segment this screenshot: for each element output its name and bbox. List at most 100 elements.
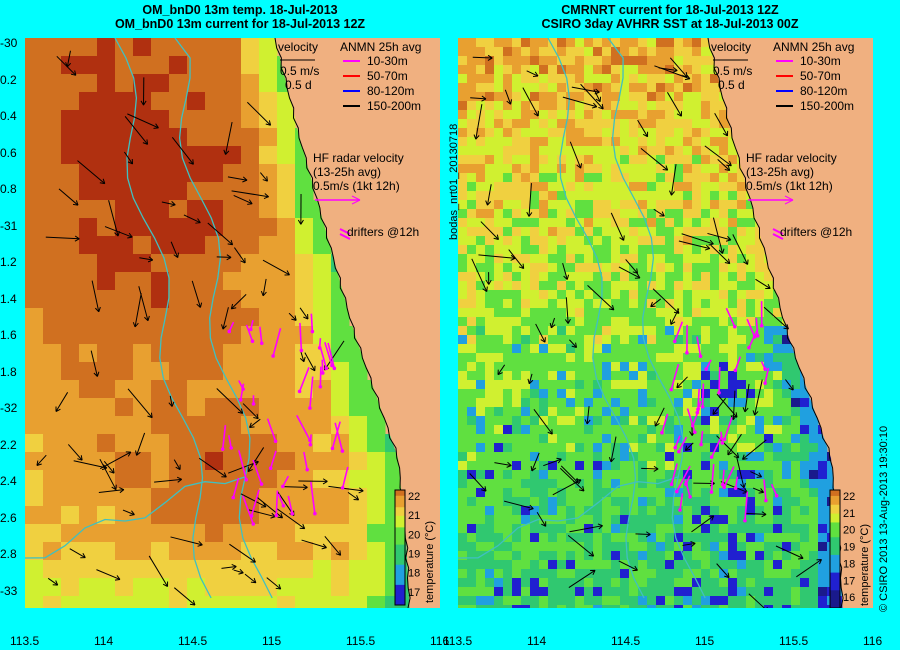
current-arrow [763, 306, 789, 330]
arrow-head [594, 88, 600, 95]
current-arrow [716, 563, 730, 578]
arrow-head [253, 413, 259, 420]
hf-scale-head [784, 195, 794, 205]
right-map-canvas: velocity 0.5 m/s0.5 d ANMN 25h avg10-30m50… [458, 38, 873, 608]
hf-arrow-head [674, 489, 679, 494]
current-arrow [486, 184, 492, 206]
arrow-head [485, 200, 492, 206]
hf-arrow-head [271, 354, 275, 358]
arrow-head [188, 159, 194, 165]
hf-arrow [723, 466, 735, 488]
arrow-head [756, 472, 763, 478]
arrow-head [518, 263, 525, 270]
current-arrow [328, 485, 364, 492]
hf-arrow [269, 450, 277, 469]
arrow-head [473, 134, 480, 140]
arrow-head [238, 568, 244, 575]
current-arrow [691, 515, 715, 533]
depth-band-label: 50-70m [367, 69, 408, 83]
arrow-head [262, 176, 268, 182]
arrow-head [642, 131, 649, 138]
arrow-head [816, 559, 822, 565]
current-arrow [262, 259, 290, 276]
current-arrow [230, 293, 247, 310]
colorbar-frame [394, 489, 406, 606]
hf-arrow [299, 322, 303, 351]
hf-arrow-head [273, 439, 278, 444]
arrow-head [575, 479, 582, 485]
hf-arrow-head [709, 490, 714, 494]
scale-d: 0.5 d [718, 78, 745, 92]
arrow-head [634, 273, 641, 279]
arrow-head [265, 120, 272, 126]
current-arrow [231, 190, 269, 198]
y-tick-label: 2.2 [0, 437, 17, 452]
arrow-head [142, 139, 149, 145]
current-arrow [650, 298, 662, 308]
hf-arrow [725, 307, 736, 328]
current-arrow [775, 545, 804, 559]
right-x-tick-label: 113.5 [443, 634, 473, 648]
arrow-head [752, 410, 759, 416]
arrow-head [197, 540, 203, 547]
hf-arrow-head [720, 441, 725, 445]
arrow-head [253, 460, 259, 466]
hf-arrow-head [747, 345, 751, 350]
arrow-head [798, 553, 804, 560]
current-arrow [282, 486, 308, 488]
arrow-head [672, 66, 678, 73]
current-arrow [225, 121, 233, 155]
arrow-head [650, 301, 656, 308]
left-map-panel[interactable]: velocity 0.5 m/s 0.5 d ANMN 25h avg 10-30m 50… [25, 38, 440, 608]
arrow-head [669, 190, 675, 196]
arrow-head [608, 457, 615, 463]
current-arrow [207, 222, 233, 246]
current-arrow [531, 452, 540, 472]
right-side-label: bodas_nrt01_20130718 [448, 123, 460, 240]
current-arrow [154, 478, 182, 483]
current-arrow [732, 234, 749, 265]
hf-arrow-head [340, 449, 345, 453]
arrow-head [99, 178, 106, 185]
current-arrow [216, 256, 232, 258]
arrow-head [132, 322, 139, 328]
current-arrow [247, 447, 265, 472]
y-tick-label: 2.4 [0, 474, 17, 488]
hf-radar-arrows [220, 313, 349, 526]
hf-arrow-head [324, 366, 329, 371]
current-arrow [676, 376, 688, 389]
current-arrow [301, 539, 327, 549]
current-arrow [480, 221, 499, 240]
hf-arrow-head [290, 511, 295, 516]
arrow-head [682, 72, 688, 78]
arrow-head [727, 449, 733, 456]
current-arrow [233, 195, 253, 205]
arrow-head [532, 71, 539, 78]
arrow-head [684, 445, 691, 452]
current-arrow [136, 432, 146, 456]
arrow-head [788, 385, 794, 391]
current-arrow [593, 89, 601, 102]
hf-arrow-head [743, 518, 747, 523]
current-arrow [742, 439, 767, 460]
arrow-head [653, 465, 659, 472]
hf-arrow-head [704, 367, 709, 371]
right-map-panel[interactable]: velocity 0.5 m/s 0.5 d ANMN 25h avg 10-30m 50… [458, 38, 873, 608]
current-arrow [710, 244, 731, 264]
current-arrow [257, 497, 283, 519]
right-x-tick-label: 114.5 [611, 634, 641, 648]
arrow-head [80, 553, 86, 559]
current-arrow [526, 70, 539, 77]
hf-label-3: 0.5m/s (1kt 12h) [313, 179, 400, 193]
bathymetry-contours [25, 38, 273, 599]
current-arrow [304, 352, 316, 372]
hf-arrow-head [308, 406, 312, 410]
current-arrow [714, 113, 728, 137]
hf-arrow [661, 413, 669, 433]
current-arrow [471, 258, 488, 292]
hf-arrow-head [249, 327, 253, 332]
hf-arrow [676, 465, 691, 493]
hf-arrow-head [297, 389, 302, 394]
hf-arrow [674, 435, 681, 449]
arrow-head [242, 176, 248, 183]
